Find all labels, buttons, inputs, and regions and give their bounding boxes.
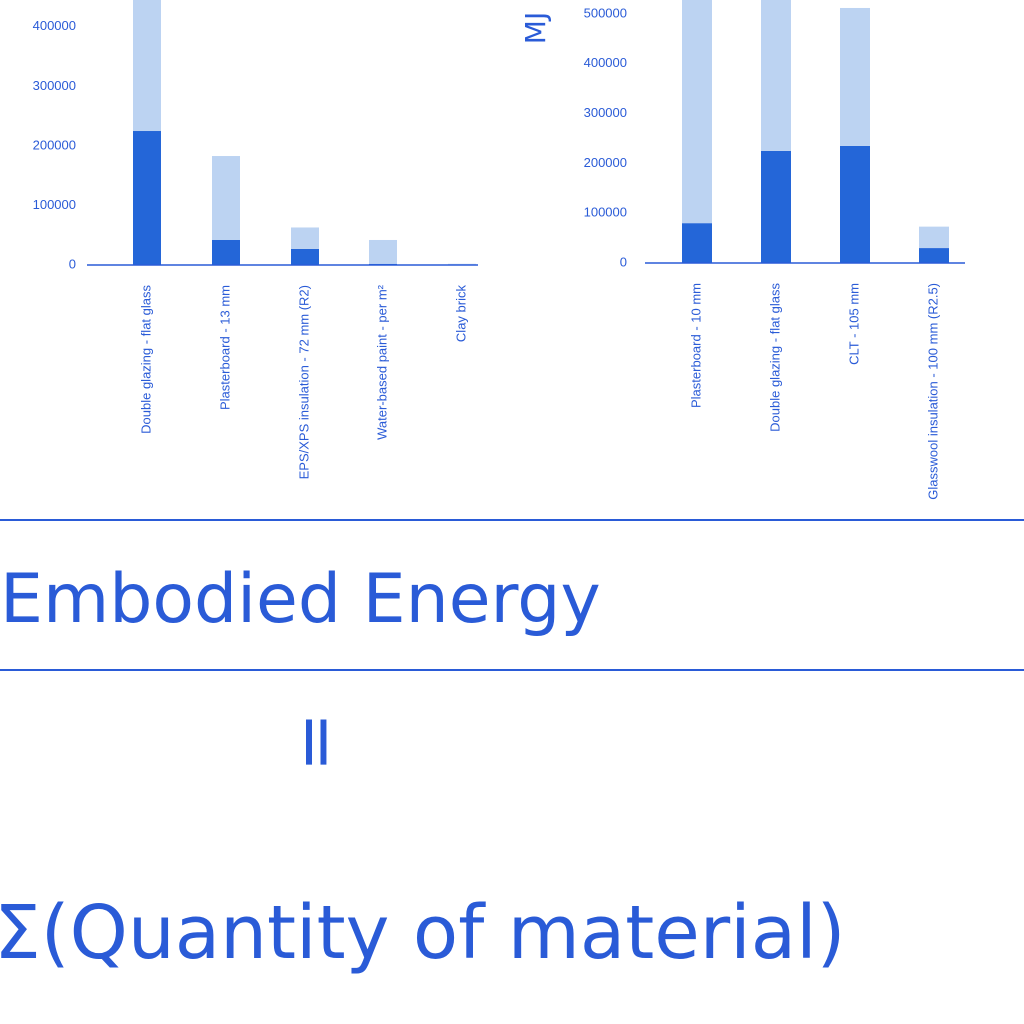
- x-tick-label: Plasterboard - 13 mm: [217, 285, 232, 410]
- bar-segment: [291, 227, 319, 249]
- y-tick-label: 300000: [33, 78, 76, 93]
- bar-segment: [919, 226, 949, 249]
- y-tick-label: 400000: [33, 18, 76, 33]
- y-tick-label: 100000: [33, 197, 76, 212]
- x-tick-label: Double glazing - flat glass: [767, 283, 782, 432]
- bar-segment: [840, 145, 870, 263]
- bar-segment: [369, 239, 397, 264]
- bar-segment: [761, 0, 791, 151]
- y-tick-label: 400000: [584, 55, 627, 70]
- formula: Σ(Quantity of material): [0, 890, 846, 976]
- y-tick-label: 500000: [584, 5, 627, 20]
- bar-segment: [212, 239, 240, 265]
- x-tick-label: Water-based paint - per m²: [374, 284, 389, 440]
- x-tick-label: EPS/XPS insulation - 72 mm (R2): [296, 285, 311, 479]
- x-tick-label: Glasswool insulation - 100 mm (R2.5): [925, 283, 940, 500]
- equals-sign: =: [276, 712, 360, 772]
- bar-segment: [212, 156, 240, 240]
- y-axis-label: MJ: [519, 12, 552, 44]
- y-tick-label: 300000: [584, 105, 627, 120]
- y-tick-label: 200000: [33, 137, 76, 152]
- x-tick-label: Plasterboard - 10 mm: [688, 283, 703, 408]
- x-tick-label: CLT - 105 mm: [846, 283, 861, 365]
- heading: Embodied Energy: [0, 560, 601, 639]
- bar-segment: [761, 150, 791, 263]
- bar-segment: [919, 248, 949, 263]
- bar-segment: [682, 0, 712, 224]
- bar-segment: [133, 131, 161, 265]
- x-tick-label: Double glazing - flat glass: [138, 285, 153, 434]
- y-tick-label: 0: [620, 254, 627, 269]
- bar-segment: [291, 248, 319, 265]
- y-tick-label: 100000: [584, 205, 627, 220]
- bar-segment: [682, 223, 712, 263]
- y-tick-label: 200000: [584, 155, 627, 170]
- bar-segment: [133, 0, 161, 132]
- x-tick-label: Clay brick: [453, 285, 468, 343]
- y-tick-label: 0: [69, 256, 76, 271]
- bar-segment: [840, 7, 870, 146]
- bar-segment: [448, 263, 476, 265]
